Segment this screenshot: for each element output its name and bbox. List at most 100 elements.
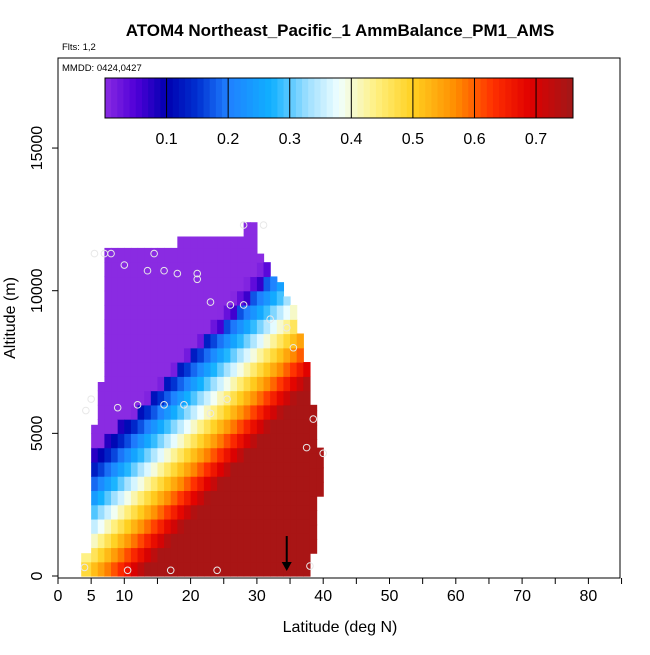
colorbar-swatch <box>332 78 340 118</box>
heatmap-cell <box>170 333 178 349</box>
heatmap-cell <box>223 376 231 392</box>
heatmap-cell <box>303 561 311 577</box>
heatmap-cell <box>190 490 198 506</box>
heatmap-cell <box>296 504 304 520</box>
heatmap-cell <box>124 390 132 406</box>
heatmap-cell <box>203 304 212 320</box>
heatmap-cell <box>217 290 225 306</box>
heatmap-cell <box>164 319 172 335</box>
colorbar-swatch <box>160 78 168 118</box>
heatmap-cell <box>263 533 271 549</box>
heatmap-cell <box>256 276 265 292</box>
heatmap-cell <box>150 461 159 477</box>
heatmap-cell <box>263 433 271 449</box>
heatmap-cell <box>243 319 251 335</box>
heatmap-cell <box>137 276 145 292</box>
heatmap-cell <box>230 362 238 377</box>
heatmap-cell <box>296 333 304 349</box>
heatmap-cell <box>223 476 231 492</box>
heatmap-cell <box>197 236 205 249</box>
heatmap-cell <box>263 319 271 335</box>
heatmap-cell <box>276 490 285 506</box>
heatmap-cell <box>303 362 311 377</box>
heatmap-cell <box>124 504 132 520</box>
heatmap-cell <box>130 433 139 449</box>
heatmap-cell <box>150 504 159 520</box>
heatmap-cell <box>217 390 225 406</box>
heatmap-cell <box>217 319 225 335</box>
heatmap-cell <box>177 376 185 392</box>
colorbar-swatch <box>375 78 383 118</box>
heatmap-cell <box>170 276 178 292</box>
heatmap-cell <box>177 304 185 320</box>
heatmap-cell <box>210 262 218 278</box>
colorbar-swatch <box>289 78 297 118</box>
heatmap-cell <box>223 290 231 306</box>
heatmap-cell <box>296 390 304 406</box>
heatmap-cell <box>309 404 318 412</box>
heatmap-cell <box>117 419 125 434</box>
heatmap-cell <box>263 376 271 392</box>
heatmap-cell <box>157 518 165 534</box>
heatmap-cell <box>144 262 152 278</box>
heatmap-cell <box>276 362 285 377</box>
heatmap-cell <box>243 419 251 434</box>
heatmap-cell <box>303 476 311 492</box>
heatmap-cell <box>263 276 271 292</box>
heatmap-cell <box>150 262 159 278</box>
heatmap-cell <box>104 319 112 335</box>
heatmap-cell <box>203 262 212 278</box>
heatmap-cell <box>150 547 159 563</box>
heatmap-cell <box>263 333 271 349</box>
heatmap-cell <box>237 319 245 335</box>
heatmap-cell <box>91 461 99 477</box>
colorbar-swatch <box>308 78 315 118</box>
heatmap-cell <box>296 461 304 477</box>
heatmap-cell <box>217 518 225 534</box>
heatmap-cell <box>276 547 285 563</box>
colorbar-swatch <box>412 78 420 118</box>
heatmap-cell <box>157 304 165 320</box>
heatmap-cell <box>144 518 152 534</box>
heatmap-cell <box>243 222 251 235</box>
heatmap-cell <box>111 476 119 492</box>
heatmap-cell <box>270 404 278 420</box>
heatmap-cell <box>177 518 185 534</box>
heatmap-cell <box>296 433 304 449</box>
heatmap-cell <box>276 304 285 320</box>
heatmap-cell <box>104 290 112 306</box>
heatmap-cell <box>217 376 225 392</box>
heatmap-cell <box>250 476 258 492</box>
colorbar-swatch <box>172 78 180 118</box>
heatmap-cell <box>270 447 278 463</box>
heatmap-cell <box>270 561 278 577</box>
heatmap-cell <box>111 419 119 434</box>
heatmap-cell <box>217 447 225 463</box>
heatmap-cell <box>203 376 212 392</box>
heatmap-cell <box>183 433 192 449</box>
heatmap-cell <box>104 490 112 506</box>
x-axis-label: Latitude (deg N) <box>283 619 398 636</box>
heatmap-cell <box>111 533 119 549</box>
heatmap-cell <box>157 276 165 292</box>
heatmap-cell <box>170 504 178 520</box>
heatmap-cell <box>183 319 192 335</box>
heatmap-cell <box>157 362 165 377</box>
heatmap-cell <box>177 390 185 406</box>
heatmap-cell <box>230 319 238 335</box>
heatmap-cell <box>170 262 178 278</box>
heatmap-cell <box>309 410 318 426</box>
colorbar-swatch <box>369 78 377 118</box>
heatmap-cell <box>130 504 139 520</box>
heatmap-cell <box>150 276 159 292</box>
heatmap-cell <box>256 319 265 335</box>
colorbar-tick-label: 0.5 <box>402 131 424 148</box>
heatmap-cell <box>137 461 145 477</box>
y-tick-label: 15000 <box>29 126 46 171</box>
heatmap-cell <box>316 453 324 469</box>
heatmap-cell <box>124 362 132 377</box>
heatmap-cell <box>124 547 132 563</box>
heatmap-cell <box>170 433 178 449</box>
heatmap-cell <box>177 262 185 278</box>
